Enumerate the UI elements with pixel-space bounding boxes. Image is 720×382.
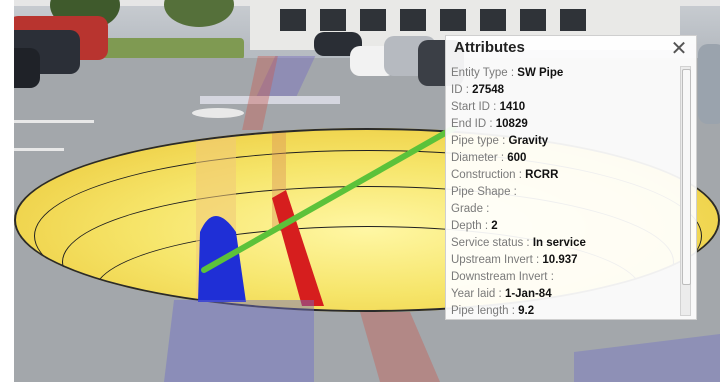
attribute-row: Entity Type : SW Pipe bbox=[451, 65, 679, 82]
attribute-separator: : bbox=[523, 237, 533, 249]
attribute-row: Downstream Invert : bbox=[451, 269, 679, 286]
attribute-value: 10829 bbox=[495, 118, 528, 130]
attribute-row: Depth : 2 bbox=[451, 218, 679, 235]
attribute-value: In service bbox=[532, 237, 586, 249]
attribute-value: 9.2 bbox=[518, 305, 535, 317]
attribute-row: Diameter : 600 bbox=[451, 150, 679, 167]
attribute-label: Pipe type bbox=[451, 135, 499, 147]
attribute-value: 1-Jan-84 bbox=[504, 288, 552, 300]
attribute-label: ID bbox=[451, 84, 463, 96]
attribute-label: Grade bbox=[451, 203, 483, 215]
car bbox=[14, 48, 40, 88]
attribute-separator: : bbox=[515, 169, 526, 181]
close-icon[interactable]: ✕ bbox=[670, 38, 688, 60]
panel-title: Attributes bbox=[454, 39, 525, 56]
attribute-separator: : bbox=[486, 118, 496, 130]
attributes-panel: Attributes ✕ Entity Type : SW Pipe ID : 2… bbox=[445, 35, 697, 320]
attribute-row: Year laid : 1-Jan-84 bbox=[451, 286, 679, 303]
attribute-separator: : bbox=[462, 84, 473, 96]
car bbox=[698, 44, 720, 124]
attribute-row: Service status : In service bbox=[451, 235, 679, 252]
ghost-pipe-lower-right bbox=[574, 334, 720, 382]
scrollbar[interactable] bbox=[680, 66, 691, 316]
attribute-label: Service status bbox=[451, 237, 524, 249]
manhole-cap bbox=[192, 108, 244, 118]
attribute-separator: : bbox=[497, 152, 508, 164]
attribute-value: 600 bbox=[507, 152, 527, 164]
attribute-label: End ID bbox=[451, 118, 487, 130]
attribute-row: ID : 27548 bbox=[451, 82, 679, 99]
ghost-pipe-red-lower bbox=[360, 312, 440, 382]
attribute-row: Start ID : 1410 bbox=[451, 99, 679, 116]
attribute-label: Depth bbox=[451, 220, 482, 232]
attribute-list[interactable]: Entity Type : SW Pipe ID : 27548 Start ID … bbox=[451, 65, 679, 321]
attribute-separator: : bbox=[489, 101, 500, 113]
red-pipe[interactable] bbox=[272, 190, 324, 306]
attribute-separator: : bbox=[532, 254, 543, 266]
attribute-separator: : bbox=[482, 203, 490, 215]
road-marking bbox=[14, 120, 94, 123]
attribute-label: Diameter bbox=[451, 152, 498, 164]
green-pipe[interactable] bbox=[201, 125, 457, 273]
attribute-separator: : bbox=[507, 67, 518, 79]
attribute-label: Construction bbox=[451, 169, 516, 181]
scrollbar-thumb[interactable] bbox=[682, 69, 691, 285]
attribute-value: 27548 bbox=[472, 84, 505, 96]
attribute-label: Pipe Shape bbox=[451, 186, 511, 198]
attribute-row: Pipe type : Gravity bbox=[451, 133, 679, 150]
attribute-separator: : bbox=[510, 186, 517, 198]
attribute-label: Downstream Invert bbox=[451, 271, 548, 283]
attribute-label: Upstream Invert bbox=[451, 254, 533, 266]
attribute-row: Construction : RCRR bbox=[451, 167, 679, 184]
excavation-outline bbox=[14, 128, 720, 312]
ghost-pipe-blue-lower bbox=[164, 300, 314, 382]
attribute-value: 2 bbox=[491, 220, 498, 232]
attribute-label: Year laid bbox=[451, 288, 496, 300]
attribute-separator: : bbox=[508, 305, 519, 317]
attribute-value: RCRR bbox=[525, 169, 559, 181]
grass-strip bbox=[104, 38, 244, 60]
attribute-row: Pipe Shape : bbox=[451, 184, 679, 201]
attribute-value: SW Pipe bbox=[517, 67, 564, 79]
attribute-separator: : bbox=[481, 220, 492, 232]
attribute-separator: : bbox=[495, 288, 505, 300]
road-marking bbox=[14, 148, 64, 151]
attribute-separator: : bbox=[498, 135, 509, 147]
ground-marker bbox=[200, 96, 340, 104]
pipe-overlay bbox=[164, 125, 720, 382]
attribute-row: Upstream Invert : 10.937 bbox=[451, 252, 679, 269]
attribute-label: Pipe length bbox=[451, 305, 509, 317]
attribute-value: 1410 bbox=[499, 101, 526, 113]
attribute-value: Gravity bbox=[508, 135, 549, 147]
attribute-separator: : bbox=[547, 271, 554, 283]
attribute-row: Pipe length : 9.2 bbox=[451, 303, 679, 320]
attribute-value: 10.937 bbox=[542, 254, 578, 266]
attribute-row: Grade : bbox=[451, 201, 679, 218]
attribute-row: End ID : 10829 bbox=[451, 116, 679, 133]
attribute-label: Entity Type bbox=[451, 67, 508, 79]
attribute-label: Start ID bbox=[451, 101, 490, 113]
